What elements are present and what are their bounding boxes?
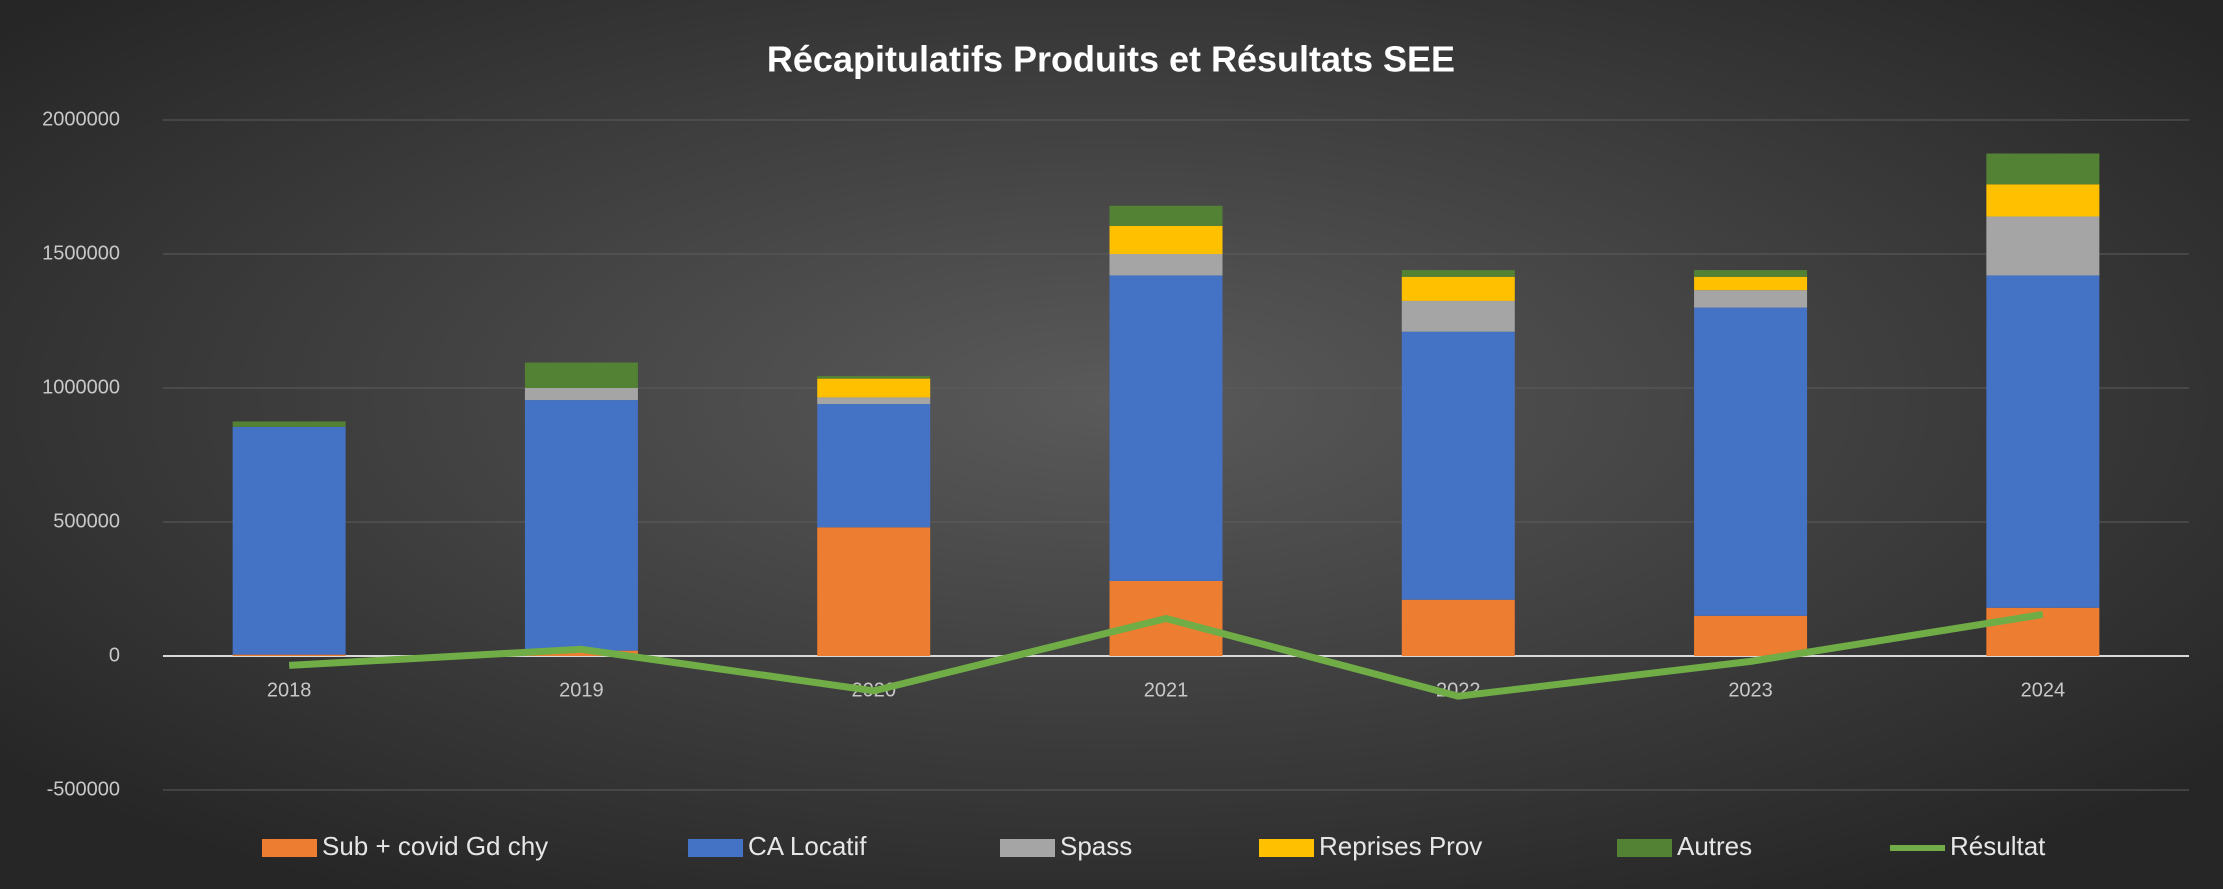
bar-segment xyxy=(524,362,638,388)
legend-label: Reprises Prov xyxy=(1319,831,1482,861)
bar-segment xyxy=(1401,300,1515,332)
y-tick-label: 2000000 xyxy=(42,108,120,130)
bar-segment xyxy=(1109,225,1223,254)
bar-segment xyxy=(232,421,346,427)
bar-segment xyxy=(1986,184,2100,217)
bar-segment xyxy=(1401,331,1515,600)
legend-swatch xyxy=(1617,839,1672,857)
bar-segment xyxy=(1109,275,1223,581)
bar-segment xyxy=(817,527,931,656)
bar-segment xyxy=(1401,599,1515,656)
legend-swatch xyxy=(262,839,317,857)
legend-label: Autres xyxy=(1677,831,1752,861)
bar-segment xyxy=(524,650,638,656)
bar-segment xyxy=(1109,254,1223,276)
legend-swatch xyxy=(1000,839,1055,857)
y-tick-label: 1500000 xyxy=(42,242,120,264)
bar-segment xyxy=(1694,615,1808,656)
bar-segment xyxy=(817,397,931,405)
bar-segment xyxy=(524,400,638,651)
bar-segment xyxy=(1401,276,1515,301)
bar-segment xyxy=(1986,275,2100,608)
bar-segment xyxy=(1694,290,1808,308)
y-tick-label: -500000 xyxy=(47,778,120,800)
bar-segment xyxy=(1986,153,2100,185)
bar-segment xyxy=(1694,276,1808,291)
legend-label: Sub + covid Gd chy xyxy=(322,831,548,861)
bar-segment xyxy=(817,375,931,379)
x-tick-label: 2018 xyxy=(267,679,312,701)
bar-segment xyxy=(1401,270,1515,277)
legend-label: CA Locatif xyxy=(748,831,867,861)
chart-title: Récapitulatifs Produits et Résultats SEE xyxy=(767,39,1455,80)
bar-segment xyxy=(1694,307,1808,616)
x-tick-label: 2021 xyxy=(1144,679,1189,701)
bar-segment xyxy=(1109,205,1223,226)
bar-segment xyxy=(817,378,931,398)
bar-segment xyxy=(232,426,346,655)
y-tick-label: 500000 xyxy=(53,510,120,532)
legend-swatch xyxy=(688,839,743,857)
y-tick-label: 1000000 xyxy=(42,376,120,398)
bar-segment xyxy=(1694,270,1808,277)
legend-swatch xyxy=(1259,839,1314,857)
x-tick-label: 2024 xyxy=(2021,679,2066,701)
bar-segment xyxy=(1986,216,2100,276)
bar-segment xyxy=(817,404,931,528)
legend-label: Spass xyxy=(1060,831,1132,861)
line-series xyxy=(288,611,2044,700)
y-tick-label: 0 xyxy=(109,644,120,666)
x-tick-label: 2023 xyxy=(1728,679,1773,701)
x-tick-label: 2019 xyxy=(559,679,604,701)
bar-segment xyxy=(232,654,346,656)
bar-segment xyxy=(524,388,638,401)
legend-label: Résultat xyxy=(1950,831,2046,861)
